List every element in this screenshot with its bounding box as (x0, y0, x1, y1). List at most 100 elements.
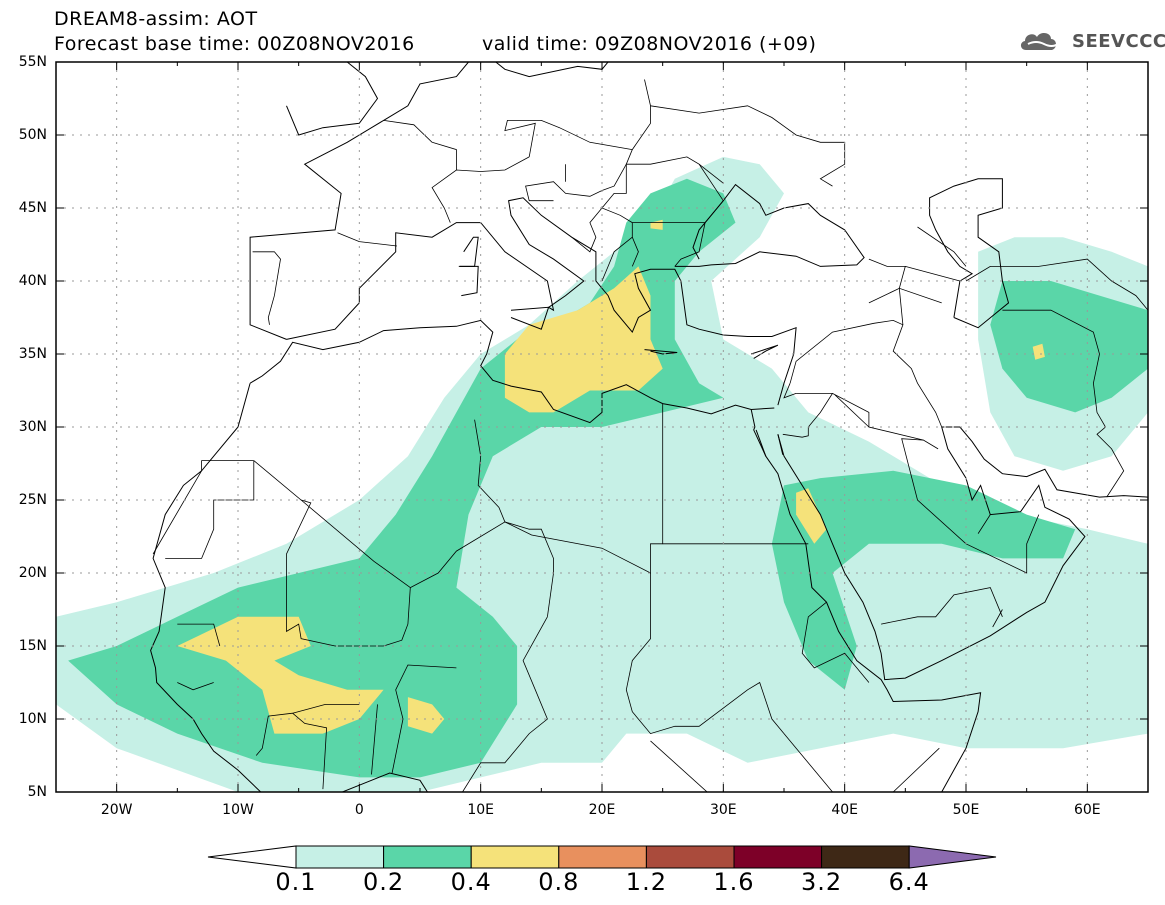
colorbar-label: 0.4 (450, 868, 492, 896)
aot-region-0p4-10 (1032, 343, 1045, 360)
country-border-14 (371, 704, 378, 775)
country-border-22 (834, 394, 870, 428)
lat-label: 40N (18, 273, 47, 289)
country-border-21 (782, 393, 833, 438)
country-border-10 (462, 616, 548, 792)
country-border-31 (631, 237, 639, 267)
lon-label: 50E (952, 802, 980, 818)
lon-label: 40E (831, 802, 858, 818)
country-border-4 (383, 521, 554, 647)
country-border-5 (300, 499, 411, 588)
coastline-6 (777, 426, 1086, 681)
lat-label: 20N (18, 565, 47, 581)
coastline-12 (286, 62, 379, 136)
country-border-32 (571, 207, 603, 253)
colorbar-segment (558, 845, 647, 869)
colorbar-segment (821, 845, 910, 869)
colorbar-segment (383, 845, 472, 869)
colorbar-label: 1.6 (713, 868, 755, 896)
coastline-0 (249, 62, 469, 340)
logo-text: SEEVCCC (1072, 31, 1165, 52)
colorbar-segment (470, 845, 560, 869)
aot-region-0p4-6 (407, 697, 445, 734)
country-border-17 (783, 733, 940, 792)
country-border-33 (525, 164, 627, 202)
lat-label: 30N (18, 419, 47, 435)
valid-time: valid time: 09Z08NOV2016 (+09) (482, 33, 817, 55)
coastline-10 (929, 178, 1010, 329)
country-border-27 (881, 587, 1003, 625)
colorbar-segment (733, 845, 823, 869)
country-border-39 (504, 120, 633, 157)
country-border-16 (801, 601, 870, 683)
lon-label: 30E (709, 802, 737, 818)
forecast-base-time: Forecast base time: 00Z08NOV2016 (54, 33, 415, 55)
coastline-7 (941, 426, 1148, 498)
lon-label: 10W (222, 802, 254, 818)
map-title: DREAM8-assim: AOT (54, 8, 258, 30)
colorbar-label: 0.1 (275, 868, 317, 896)
country-border-45 (1002, 309, 1100, 355)
country-border-38 (698, 163, 724, 184)
country-border-1 (253, 460, 384, 647)
colorbar-label: 1.2 (625, 868, 667, 896)
coastline-17 (751, 344, 779, 359)
colorbar-segment (295, 845, 385, 869)
coastline-9 (777, 434, 784, 455)
lon-label: 0 (354, 802, 364, 818)
country-border-20 (783, 383, 797, 399)
country-border-44 (965, 258, 1148, 311)
colorbar-segment (645, 845, 735, 869)
lat-label: 35N (18, 346, 47, 362)
lat-label: 15N (18, 638, 47, 654)
country-border-9 (650, 740, 708, 792)
country-border-11 (391, 664, 457, 774)
country-border-15 (177, 682, 214, 691)
country-border-13 (292, 712, 328, 790)
country-border-6 (474, 403, 664, 574)
country-border-42 (337, 232, 397, 247)
lon-label: 20W (100, 802, 133, 818)
coastline-15 (510, 306, 550, 330)
aot-region-0p4-7 (504, 266, 663, 413)
country-border-3 (177, 623, 221, 647)
country-border-48 (917, 226, 967, 267)
aot-region-0p2-3 (771, 470, 1076, 690)
seevccc-cloud-logo-icon (1020, 33, 1059, 50)
colorbar-label: 0.2 (363, 868, 405, 896)
colorbar-label: 0.8 (538, 868, 580, 896)
country-border-41 (383, 120, 433, 143)
colorbar-label: 3.2 (801, 868, 843, 896)
country-border-2 (165, 460, 255, 559)
country-border-12 (255, 704, 360, 756)
aot-region-0p4-9 (796, 488, 827, 544)
country-border-47 (905, 266, 961, 282)
lat-label: 10N (18, 711, 47, 727)
coastline-3 (249, 319, 775, 424)
country-border-8 (625, 573, 785, 735)
country-border-46 (1092, 353, 1125, 498)
coastline-4 (150, 383, 429, 792)
lon-label: 60E (1073, 802, 1101, 818)
lon-label: 10E (467, 802, 494, 818)
country-border-25 (977, 514, 991, 534)
coastline-16 (644, 349, 678, 355)
country-border-19 (796, 393, 939, 450)
country-border-37 (650, 105, 846, 187)
country-border-43 (252, 251, 281, 325)
coastline-8 (755, 429, 767, 457)
lon-label: 20E (588, 802, 616, 818)
colorbar-label: 6.4 (888, 868, 930, 896)
colorbar (207, 845, 997, 869)
country-border-0 (152, 460, 254, 555)
coastline-14 (458, 265, 479, 297)
country-border-36 (625, 79, 651, 165)
lat-label: 5N (27, 784, 47, 800)
lat-label: 50N (18, 127, 47, 143)
lat-label: 45N (18, 200, 47, 216)
colorbar-upper-arrow (908, 845, 997, 869)
colorbar-lower-arrow (207, 845, 297, 869)
aot-region-0p2-4 (990, 281, 1148, 413)
country-border-40 (431, 141, 457, 170)
